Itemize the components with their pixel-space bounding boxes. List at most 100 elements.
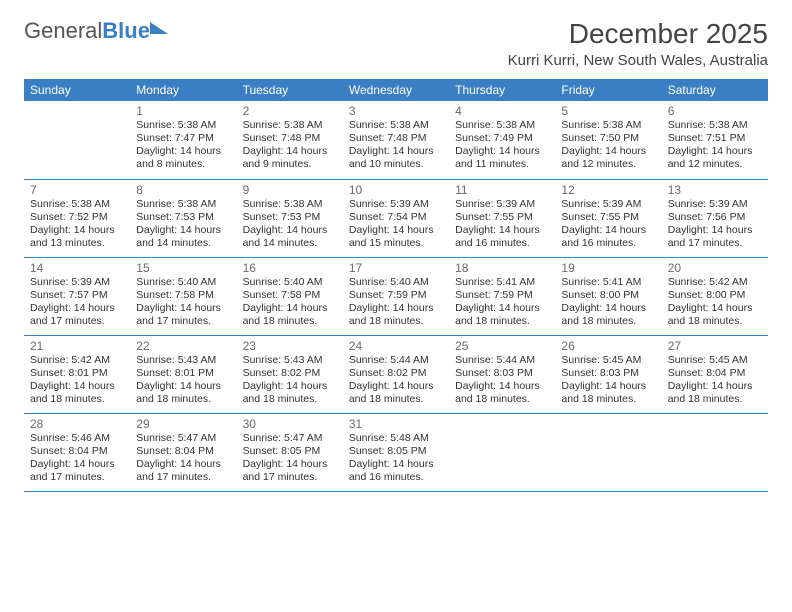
cell-line: Daylight: 14 hours: [136, 145, 230, 158]
day-number: 10: [349, 183, 443, 197]
cell-line: Daylight: 14 hours: [136, 302, 230, 315]
calendar-cell: 1Sunrise: 5:38 AMSunset: 7:47 PMDaylight…: [130, 101, 236, 179]
cell-line: Daylight: 14 hours: [243, 224, 337, 237]
calendar-cell: 8Sunrise: 5:38 AMSunset: 7:53 PMDaylight…: [130, 179, 236, 257]
cell-line: Daylight: 14 hours: [455, 145, 549, 158]
day-header: Saturday: [662, 79, 768, 101]
cell-details: Sunrise: 5:39 AMSunset: 7:55 PMDaylight:…: [455, 198, 549, 251]
calendar-cell: 2Sunrise: 5:38 AMSunset: 7:48 PMDaylight…: [237, 101, 343, 179]
calendar-cell: 3Sunrise: 5:38 AMSunset: 7:48 PMDaylight…: [343, 101, 449, 179]
cell-line: Sunset: 8:01 PM: [136, 367, 230, 380]
calendar-cell: [662, 413, 768, 491]
cell-line: Daylight: 14 hours: [668, 302, 762, 315]
cell-line: Sunset: 8:04 PM: [30, 445, 124, 458]
cell-details: Sunrise: 5:42 AMSunset: 8:00 PMDaylight:…: [668, 276, 762, 329]
day-number: 19: [561, 261, 655, 275]
logo-word1: General: [24, 18, 102, 43]
cell-line: Sunset: 8:00 PM: [668, 289, 762, 302]
cell-line: Sunrise: 5:38 AM: [455, 119, 549, 132]
day-number: 26: [561, 339, 655, 353]
cell-line: Daylight: 14 hours: [136, 224, 230, 237]
cell-line: Daylight: 14 hours: [243, 302, 337, 315]
calendar-cell: 25Sunrise: 5:44 AMSunset: 8:03 PMDayligh…: [449, 335, 555, 413]
cell-line: Sunset: 8:03 PM: [455, 367, 549, 380]
cell-line: Sunset: 7:55 PM: [455, 211, 549, 224]
calendar-cell: 9Sunrise: 5:38 AMSunset: 7:53 PMDaylight…: [237, 179, 343, 257]
cell-line: Sunset: 8:03 PM: [561, 367, 655, 380]
cell-details: Sunrise: 5:44 AMSunset: 8:03 PMDaylight:…: [455, 354, 549, 407]
cell-line: Sunrise: 5:38 AM: [668, 119, 762, 132]
calendar-cell: [449, 413, 555, 491]
day-header: Tuesday: [237, 79, 343, 101]
day-number: 27: [668, 339, 762, 353]
cell-line: Sunset: 8:04 PM: [668, 367, 762, 380]
cell-line: Sunset: 7:50 PM: [561, 132, 655, 145]
cell-line: and 17 minutes.: [136, 471, 230, 484]
cell-line: and 18 minutes.: [349, 315, 443, 328]
day-header: Sunday: [24, 79, 130, 101]
cell-details: Sunrise: 5:41 AMSunset: 8:00 PMDaylight:…: [561, 276, 655, 329]
day-header: Thursday: [449, 79, 555, 101]
calendar-cell: 6Sunrise: 5:38 AMSunset: 7:51 PMDaylight…: [662, 101, 768, 179]
cell-line: Sunrise: 5:39 AM: [349, 198, 443, 211]
cell-line: Daylight: 14 hours: [668, 145, 762, 158]
day-number: 24: [349, 339, 443, 353]
cell-line: and 18 minutes.: [455, 315, 549, 328]
cell-line: Daylight: 14 hours: [136, 380, 230, 393]
calendar-cell: 11Sunrise: 5:39 AMSunset: 7:55 PMDayligh…: [449, 179, 555, 257]
cell-line: and 14 minutes.: [243, 237, 337, 250]
cell-line: and 18 minutes.: [243, 315, 337, 328]
cell-line: and 16 minutes.: [561, 237, 655, 250]
cell-details: Sunrise: 5:39 AMSunset: 7:56 PMDaylight:…: [668, 198, 762, 251]
calendar-cell: 23Sunrise: 5:43 AMSunset: 8:02 PMDayligh…: [237, 335, 343, 413]
cell-details: Sunrise: 5:38 AMSunset: 7:50 PMDaylight:…: [561, 119, 655, 172]
cell-line: Sunset: 8:02 PM: [349, 367, 443, 380]
day-number: 3: [349, 104, 443, 118]
cell-line: Daylight: 14 hours: [30, 302, 124, 315]
cell-line: and 18 minutes.: [561, 315, 655, 328]
logo-word2: Blue: [102, 18, 150, 43]
cell-line: Sunset: 7:51 PM: [668, 132, 762, 145]
calendar-cell: 12Sunrise: 5:39 AMSunset: 7:55 PMDayligh…: [555, 179, 661, 257]
cell-line: Sunset: 7:58 PM: [243, 289, 337, 302]
cell-details: Sunrise: 5:42 AMSunset: 8:01 PMDaylight:…: [30, 354, 124, 407]
cell-line: Daylight: 14 hours: [349, 458, 443, 471]
day-number: 13: [668, 183, 762, 197]
logo-triangle-icon: [150, 22, 168, 34]
cell-details: Sunrise: 5:38 AMSunset: 7:48 PMDaylight:…: [349, 119, 443, 172]
day-number: 16: [243, 261, 337, 275]
calendar-cell: [555, 413, 661, 491]
cell-line: Sunset: 7:59 PM: [349, 289, 443, 302]
cell-details: Sunrise: 5:47 AMSunset: 8:05 PMDaylight:…: [243, 432, 337, 485]
cell-line: Sunset: 7:54 PM: [349, 211, 443, 224]
cell-line: Sunrise: 5:38 AM: [561, 119, 655, 132]
cell-line: and 18 minutes.: [455, 393, 549, 406]
day-number: 22: [136, 339, 230, 353]
cell-line: Daylight: 14 hours: [243, 458, 337, 471]
day-number: 17: [349, 261, 443, 275]
cell-details: Sunrise: 5:47 AMSunset: 8:04 PMDaylight:…: [136, 432, 230, 485]
cell-line: Sunset: 7:58 PM: [136, 289, 230, 302]
cell-details: Sunrise: 5:38 AMSunset: 7:49 PMDaylight:…: [455, 119, 549, 172]
cell-line: Sunrise: 5:44 AM: [349, 354, 443, 367]
cell-line: and 18 minutes.: [243, 393, 337, 406]
calendar-week-row: 14Sunrise: 5:39 AMSunset: 7:57 PMDayligh…: [24, 257, 768, 335]
cell-line: Sunset: 8:02 PM: [243, 367, 337, 380]
day-number: 4: [455, 104, 549, 118]
cell-line: and 18 minutes.: [349, 393, 443, 406]
cell-line: Sunrise: 5:43 AM: [136, 354, 230, 367]
cell-line: Sunrise: 5:44 AM: [455, 354, 549, 367]
cell-details: Sunrise: 5:40 AMSunset: 7:58 PMDaylight:…: [136, 276, 230, 329]
calendar-cell: [24, 101, 130, 179]
cell-details: Sunrise: 5:38 AMSunset: 7:52 PMDaylight:…: [30, 198, 124, 251]
cell-details: Sunrise: 5:43 AMSunset: 8:02 PMDaylight:…: [243, 354, 337, 407]
calendar-cell: 20Sunrise: 5:42 AMSunset: 8:00 PMDayligh…: [662, 257, 768, 335]
day-number: 1: [136, 104, 230, 118]
cell-line: Sunset: 8:01 PM: [30, 367, 124, 380]
cell-details: Sunrise: 5:38 AMSunset: 7:48 PMDaylight:…: [243, 119, 337, 172]
cell-line: Sunrise: 5:40 AM: [349, 276, 443, 289]
cell-details: Sunrise: 5:39 AMSunset: 7:54 PMDaylight:…: [349, 198, 443, 251]
cell-line: and 18 minutes.: [668, 393, 762, 406]
cell-line: Daylight: 14 hours: [455, 302, 549, 315]
cell-details: Sunrise: 5:48 AMSunset: 8:05 PMDaylight:…: [349, 432, 443, 485]
